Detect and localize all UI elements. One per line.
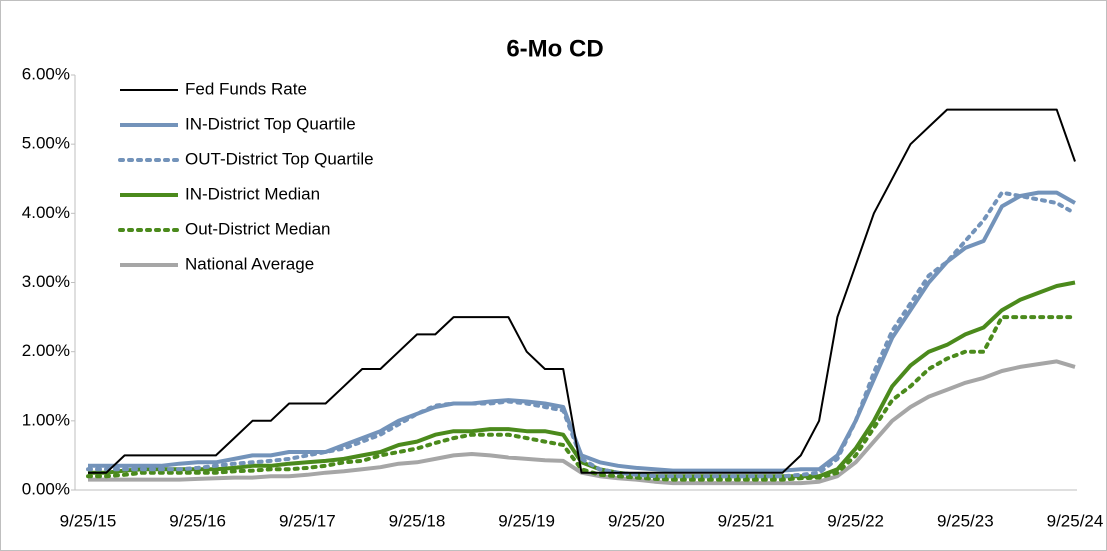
legend-label: National Average [185,254,314,273]
x-tick-label: 9/25/20 [608,511,665,530]
series-line [88,190,1076,473]
x-tick-label: 9/25/18 [389,511,446,530]
x-tick-label: 9/25/17 [279,511,336,530]
legend-label: IN-District Median [185,184,320,203]
y-tick-label: 4.00% [22,203,70,222]
chart-title: 6-Mo CD [506,35,603,62]
x-tick-label: 9/25/21 [718,511,775,530]
series-line [86,190,1077,479]
legend-label: OUT-District Top Quartile [185,149,374,168]
x-tick-label: 9/25/24 [1047,511,1104,530]
legend-label: Out-District Median [185,219,330,238]
y-tick-label: 1.00% [22,410,70,429]
x-tick-label: 9/25/16 [169,511,226,530]
legend-label: Fed Funds Rate [185,79,307,98]
series-line [86,315,1077,482]
x-tick-label: 9/25/15 [60,511,117,530]
series-line [88,280,1076,479]
series-line [88,108,1076,474]
y-tick-label: 3.00% [22,272,70,291]
legend-label: IN-District Top Quartile [185,114,356,133]
y-tick-label: 6.00% [22,64,70,83]
x-tick-label: 9/25/23 [937,511,994,530]
y-tick-label: 5.00% [22,134,70,153]
y-tick-label: 0.00% [22,479,70,498]
x-tick-label: 9/25/19 [498,511,555,530]
x-tick-label: 9/25/22 [827,511,884,530]
y-tick-label: 2.00% [22,341,70,360]
